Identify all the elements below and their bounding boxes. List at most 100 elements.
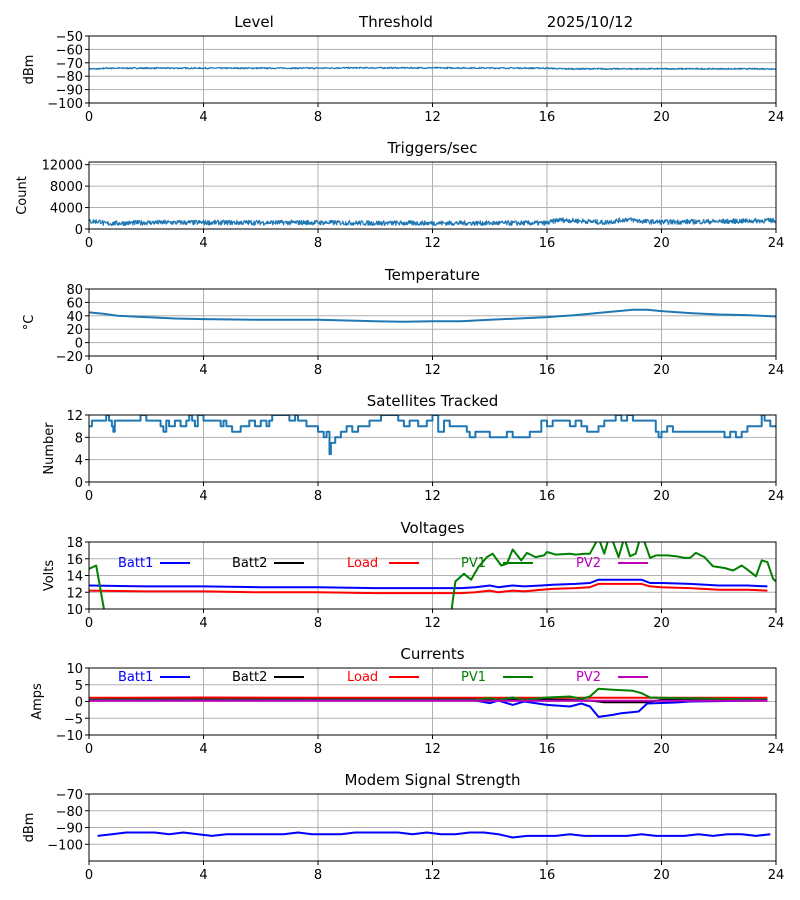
level-ytick-label: −60 — [56, 43, 83, 58]
currents-xtick-label: 12 — [424, 742, 441, 757]
temperature-title: Temperature — [384, 266, 480, 284]
triggers-line-triggers/sec — [89, 217, 776, 227]
voltages-line-pv1 — [450, 542, 776, 609]
voltages-xtick-label: 4 — [199, 616, 207, 631]
temperature-xtick-label: 24 — [768, 363, 785, 378]
triggers-ytick-label: 12000 — [42, 159, 83, 174]
level-xtick-label: 4 — [199, 110, 207, 125]
temperature-ylabel: °C — [22, 315, 37, 331]
currents-ytick-label: −10 — [56, 729, 83, 744]
triggers-ytick-label: 0 — [75, 223, 83, 238]
modem-xtick-label: 16 — [539, 868, 556, 883]
triggers-xtick-label: 16 — [539, 236, 556, 251]
header-label-threshold: Threshold — [358, 13, 433, 31]
satellites-xtick-label: 0 — [85, 489, 93, 504]
temperature-grid — [89, 289, 776, 356]
voltages-xtick-label: 8 — [314, 616, 322, 631]
voltages-line-pv1 — [89, 564, 105, 609]
voltages-ytick-label: 10 — [66, 603, 83, 618]
temperature-series — [89, 308, 776, 323]
modem-xtick-label: 24 — [768, 868, 785, 883]
level-xtick-label: 16 — [539, 110, 556, 125]
temperature-xtick-label: 0 — [85, 363, 93, 378]
modem-xtick-label: 12 — [424, 868, 441, 883]
satellites-xtick-label: 20 — [653, 489, 670, 504]
level-ytick-label: −100 — [47, 97, 83, 112]
voltages-xtick-label: 16 — [539, 616, 556, 631]
voltages-ytick-label: 14 — [66, 570, 83, 585]
temperature-xtick-label: 20 — [653, 363, 670, 378]
temperature-xtick-label: 12 — [424, 363, 441, 378]
currents-xtick-label: 8 — [314, 742, 322, 757]
level-ytick-label: −80 — [56, 70, 83, 85]
modem-grid — [89, 794, 776, 861]
temperature-ytick-label: 60 — [66, 296, 83, 311]
satellites-ytick-label: 4 — [75, 454, 83, 469]
modem-line-modem — [97, 831, 771, 839]
modem-ytick-label: −80 — [56, 805, 83, 820]
modem-xtick-label: 8 — [314, 868, 322, 883]
triggers-xtick-label: 24 — [768, 236, 785, 251]
voltages-legend-label-pv2: PV2 — [576, 556, 601, 571]
modem-ytick-label: −90 — [56, 822, 83, 837]
currents-xtick-label: 20 — [653, 742, 670, 757]
currents-legend-label-batt2: Batt2 — [232, 670, 267, 685]
level-ytick-label: −50 — [56, 30, 83, 45]
modem-ylabel: dBm — [22, 813, 37, 843]
voltages-legend-label-batt2: Batt2 — [232, 556, 267, 571]
currents-ytick-label: 10 — [66, 662, 83, 677]
voltages-legend-label-load: Load — [347, 556, 378, 571]
level-grid — [89, 36, 776, 103]
triggers-ytick-label: 4000 — [50, 202, 83, 217]
currents-legend-label-pv1: PV1 — [461, 670, 486, 685]
currents-legend-label-load: Load — [347, 670, 378, 685]
temperature-ytick-label: 40 — [66, 310, 83, 325]
voltages-xtick-label: 24 — [768, 616, 785, 631]
modem-xtick-label: 20 — [653, 868, 670, 883]
voltages-line-batt1 — [89, 578, 768, 590]
voltages-title: Voltages — [400, 519, 464, 537]
currents-title: Currents — [400, 645, 464, 663]
triggers-ytick-label: 8000 — [50, 180, 83, 195]
temperature-ytick-label: 20 — [66, 323, 83, 338]
level-ytick-label: −70 — [56, 57, 83, 72]
figure-header: Level Threshold 2025/10/12 — [234, 13, 633, 31]
temperature-ytick-label: 0 — [75, 337, 83, 352]
modem-ytick-label: −100 — [47, 838, 83, 853]
satellites-ytick-label: 12 — [66, 409, 83, 424]
voltages-xtick-label: 0 — [85, 616, 93, 631]
header-label-date: 2025/10/12 — [547, 13, 633, 31]
temperature-xtick-label: 8 — [314, 363, 322, 378]
triggers-xtick-label: 0 — [85, 236, 93, 251]
triggers-xtick-label: 20 — [653, 236, 670, 251]
level-xtick-label: 8 — [314, 110, 322, 125]
currents-line-batt1 — [89, 699, 768, 718]
panel-modem: 0 4 8 12 16 20 24 −100−90 −80 −70 Modem Signal Str… — [22, 771, 784, 883]
satellites-series — [89, 415, 776, 456]
panel-satellites: 0 4 8 12 16 20 24 0 4 8 12 Satellites Tracked Number — [42, 392, 784, 504]
currents-ytick-label: −5 — [64, 712, 83, 727]
currents-ylabel: Amps — [30, 683, 45, 720]
satellites-line-satellites — [89, 415, 776, 456]
satellites-ylabel: Number — [42, 422, 57, 475]
satellites-grid — [89, 415, 776, 482]
voltages-ytick-label: 18 — [66, 536, 83, 551]
modem-series — [97, 831, 771, 839]
voltages-legend-label-batt1: Batt1 — [118, 556, 153, 571]
level-ylabel: dBm — [22, 55, 37, 85]
level-ytick-label: −90 — [56, 84, 83, 99]
currents-legend-label-pv2: PV2 — [576, 670, 601, 685]
triggers-ylabel: Count — [15, 176, 30, 215]
voltages-line-load — [89, 582, 768, 595]
currents-xtick-label: 4 — [199, 742, 207, 757]
voltages-grid — [89, 542, 776, 609]
currents-xtick-label: 0 — [85, 742, 93, 757]
level-series — [89, 66, 776, 71]
triggers-xtick-label: 8 — [314, 236, 322, 251]
triggers-grid — [89, 162, 776, 229]
temperature-line-temperature — [89, 308, 776, 323]
temperature-xtick-label: 4 — [199, 363, 207, 378]
